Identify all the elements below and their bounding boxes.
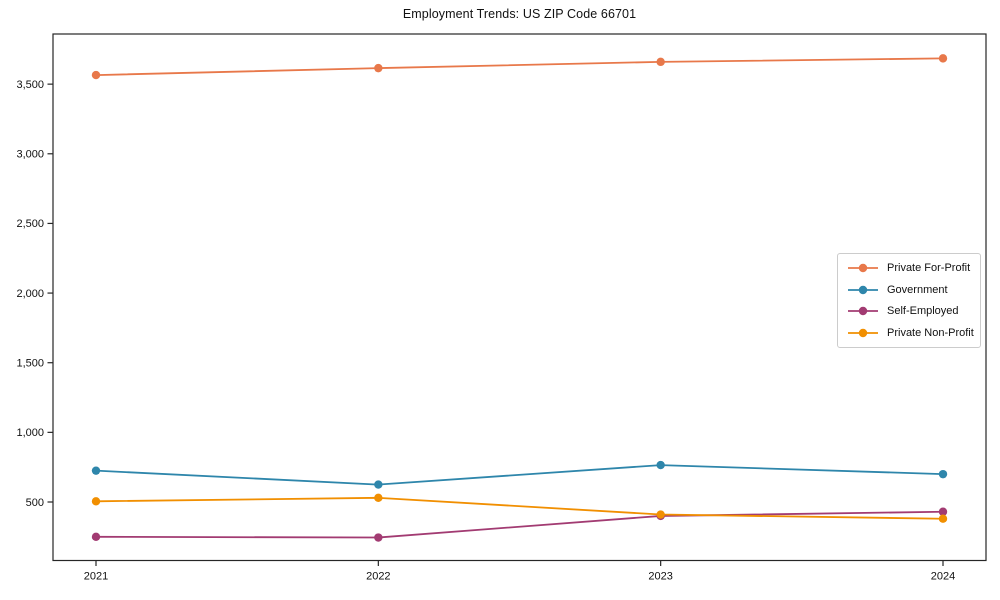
y-tick-label: 1,000 bbox=[16, 427, 44, 439]
x-tick-label: 2023 bbox=[648, 571, 672, 583]
data-point-government-2023 bbox=[656, 460, 665, 470]
data-point-private-for-profit-2023 bbox=[656, 57, 665, 67]
legend: Private For-Profit Government Self-Emplo… bbox=[837, 253, 981, 348]
legend-item-self-employed: Self-Employed bbox=[846, 305, 972, 317]
legend-label: Government bbox=[887, 283, 948, 296]
data-point-self-employed-2021 bbox=[91, 532, 101, 542]
x-tick-label: 2021 bbox=[84, 571, 108, 583]
legend-label: Private Non-Profit bbox=[887, 327, 974, 340]
y-tick-label: 3,000 bbox=[16, 149, 44, 161]
chart-title: Employment Trends: US ZIP Code 66701 bbox=[402, 7, 637, 21]
x-tick-label: 2024 bbox=[931, 571, 955, 583]
data-point-private-non-profit-2024 bbox=[938, 514, 948, 523]
series-line-private-non-profit bbox=[95, 496, 944, 520]
line-marker-icon bbox=[848, 307, 878, 316]
y-tick-label: 2,000 bbox=[16, 288, 44, 300]
data-point-private-for-profit-2021 bbox=[91, 70, 101, 80]
data-point-private-non-profit-2023 bbox=[656, 510, 665, 519]
line-marker-icon bbox=[848, 263, 878, 273]
data-point-government-2024 bbox=[938, 469, 948, 479]
y-tick-label: 2,500 bbox=[16, 218, 44, 230]
legend-item-private-non-profit: Private Non-Profit bbox=[846, 327, 974, 340]
data-point-government-2022 bbox=[374, 480, 383, 489]
legend-item-government: Government bbox=[846, 284, 972, 296]
data-point-private-non-profit-2021 bbox=[91, 497, 101, 506]
data-point-government-2021 bbox=[91, 466, 101, 475]
data-point-private-for-profit-2022 bbox=[374, 63, 383, 73]
line-marker-icon bbox=[848, 328, 878, 338]
data-point-self-employed-2024 bbox=[938, 507, 948, 516]
data-point-self-employed-2022 bbox=[374, 533, 383, 542]
legend-item-private-for-profit: Private For-Profit bbox=[846, 262, 972, 274]
y-tick-label: 3,500 bbox=[16, 79, 44, 91]
series-line-government bbox=[95, 464, 944, 486]
line-marker-icon bbox=[848, 285, 878, 294]
x-tick-label: 2022 bbox=[366, 571, 390, 583]
legend-label: Self-Employed bbox=[887, 305, 959, 318]
series-line-private-for-profit bbox=[95, 57, 944, 76]
plot-frame bbox=[52, 33, 987, 562]
legend-label: Private For-Profit bbox=[887, 261, 971, 274]
y-tick-label: 500 bbox=[26, 497, 44, 509]
data-point-private-for-profit-2024 bbox=[938, 54, 948, 63]
y-tick-label: 1,500 bbox=[16, 358, 44, 370]
series-line-self-employed bbox=[95, 510, 944, 539]
data-point-private-non-profit-2022 bbox=[374, 493, 383, 503]
